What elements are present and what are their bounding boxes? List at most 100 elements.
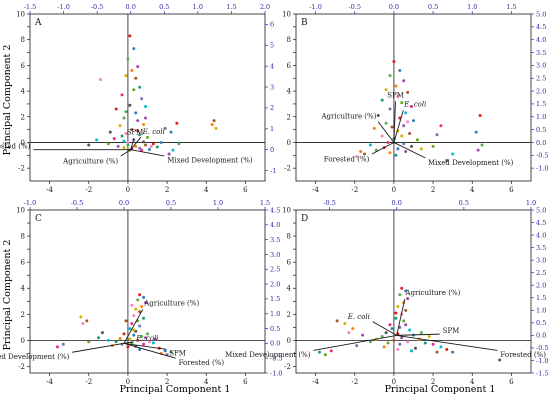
loading-label: SPM [387, 91, 404, 99]
x-tick-label: -4 [46, 378, 53, 386]
x-tick-label: 2 [431, 378, 435, 386]
right-tick-label: 5 [270, 42, 274, 50]
score-point [404, 323, 408, 327]
top-tick-label: 1.5 [260, 199, 270, 207]
score-point [478, 113, 482, 117]
score-point [108, 130, 112, 134]
score-point [144, 143, 148, 147]
top-tick-label: 1.0 [193, 3, 203, 11]
right-tick-label: -1.0 [270, 369, 283, 377]
score-point [412, 119, 415, 123]
score-point [380, 334, 384, 338]
y-tick-label: 2 [287, 113, 291, 121]
score-point [120, 93, 124, 97]
right-tick-label: 5.0 [536, 206, 546, 214]
score-point [136, 65, 140, 69]
score-point [147, 340, 151, 344]
top-tick-label: 0.5 [428, 3, 438, 11]
loading-vector [393, 110, 404, 143]
top-tick-label: -1.5 [24, 3, 37, 11]
loading-vector [313, 334, 397, 351]
loading-label: Mixed Development (%) [167, 157, 253, 165]
panel-label: C [35, 214, 42, 224]
score-point [435, 350, 439, 354]
top-tick-label: -0.5 [71, 199, 84, 207]
loading-label: Agriculture (%) [320, 113, 376, 121]
loading-vector [130, 149, 165, 157]
top-tick-label: 0.0 [119, 199, 129, 207]
right-tick-label: 2.5 [536, 75, 546, 83]
loading-label: Forested (%) [0, 143, 31, 151]
score-point [167, 152, 171, 156]
score-point [406, 297, 410, 301]
score-point [396, 147, 400, 151]
score-point [451, 152, 455, 156]
score-point [106, 142, 110, 146]
score-point [439, 345, 443, 349]
score-point [128, 337, 132, 341]
score-point [177, 142, 181, 146]
score-point [368, 143, 372, 147]
score-point [138, 293, 142, 297]
loading-vector [396, 334, 498, 351]
x-tick-label: 2 [165, 186, 169, 194]
right-tick-label: 2.5 [536, 269, 546, 277]
score-point [398, 69, 402, 73]
score-point [130, 321, 134, 325]
y-tick-label: 2 [287, 311, 291, 319]
loading-label: SPM [169, 350, 186, 358]
score-point [394, 311, 398, 315]
plot-frame [295, 13, 532, 182]
loading-label: Agriculture (%) [143, 300, 199, 308]
score-point [343, 321, 347, 325]
score-point [169, 130, 173, 134]
top-tick-label: 0.5 [459, 199, 469, 207]
score-point [138, 133, 142, 137]
score-point [122, 139, 126, 143]
score-point [474, 130, 478, 134]
score-point [415, 138, 419, 142]
score-point [451, 350, 455, 354]
score-point [388, 151, 392, 155]
score-point [128, 103, 132, 107]
score-point [431, 144, 435, 148]
y-tick-label: 8 [287, 36, 291, 44]
loading-vector [123, 342, 167, 350]
score-point [159, 140, 163, 144]
y-tick-label: -2 [18, 363, 25, 371]
score-point [410, 144, 414, 148]
score-point [406, 340, 410, 344]
score-point [476, 148, 480, 152]
score-point [138, 324, 142, 328]
y-tick-label: 4 [21, 88, 26, 96]
score-point [388, 74, 392, 78]
score-point [439, 124, 443, 128]
loading-label: Forested (%) [324, 155, 370, 163]
score-point [87, 143, 91, 147]
y-tick-label: 8 [287, 233, 291, 241]
score-point [210, 122, 214, 126]
loading-label: SPM [443, 327, 460, 335]
right-tick-label: 4.5 [536, 23, 546, 31]
right-tick-label: 3.5 [536, 244, 546, 252]
plot-frame [29, 13, 266, 182]
panel-label: D [301, 214, 308, 224]
loading-vector [123, 341, 134, 344]
score-point [404, 111, 408, 115]
x-tick-label: -2 [351, 186, 358, 194]
x-axis-label: Principal Component 1 [120, 384, 231, 395]
score-point [431, 342, 435, 346]
x-tick-label: 0 [126, 378, 130, 386]
score-point [142, 316, 146, 320]
right-tick-label: 4.0 [536, 36, 546, 44]
score-point [384, 121, 388, 125]
top-tick-label: 1.0 [213, 199, 223, 207]
right-tick-label: 3.0 [270, 251, 280, 259]
score-point [402, 142, 406, 146]
score-point [55, 345, 59, 349]
loading-vector [371, 142, 395, 155]
score-point [359, 149, 363, 153]
y-tick-label: 10 [16, 11, 25, 19]
